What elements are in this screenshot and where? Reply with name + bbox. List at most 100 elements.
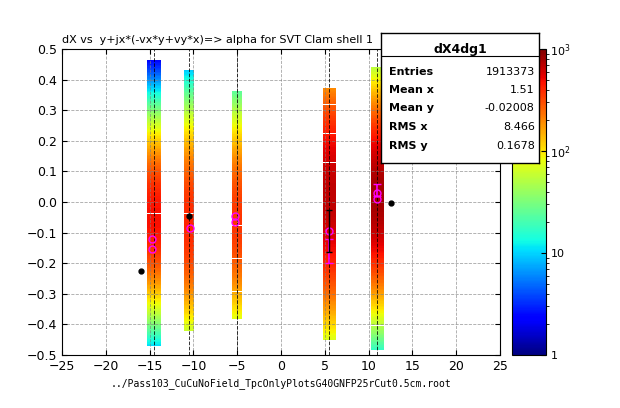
Bar <box>371 283 384 284</box>
Bar <box>322 251 336 252</box>
Bar <box>322 135 336 136</box>
Bar <box>148 131 161 132</box>
Bar <box>148 292 161 294</box>
Bar <box>322 161 336 162</box>
Bar <box>371 248 384 249</box>
Bar <box>371 323 384 324</box>
Bar <box>148 201 161 202</box>
Bar <box>184 238 194 239</box>
Bar <box>148 198 161 199</box>
Bar <box>322 272 336 273</box>
Bar <box>232 149 242 151</box>
Bar <box>184 203 194 204</box>
Bar <box>232 286 242 287</box>
Bar <box>184 133 194 134</box>
Bar <box>184 315 194 317</box>
Bar <box>322 288 336 290</box>
Bar <box>148 271 161 272</box>
Bar <box>371 226 384 228</box>
Bar <box>232 222 242 223</box>
Bar <box>184 222 194 223</box>
Bar <box>148 106 161 108</box>
Bar <box>371 160 384 162</box>
Bar <box>322 220 336 222</box>
Bar <box>232 160 242 161</box>
Bar <box>322 113 336 115</box>
Bar <box>371 327 384 328</box>
Bar <box>184 229 194 231</box>
Bar <box>371 71 384 72</box>
Bar <box>371 337 384 338</box>
Bar <box>232 163 242 164</box>
Bar <box>232 188 242 189</box>
Bar <box>232 193 242 194</box>
Bar <box>232 140 242 141</box>
Bar <box>371 297 384 299</box>
Bar <box>371 347 384 348</box>
Bar <box>184 219 194 220</box>
Bar <box>371 313 384 314</box>
Bar <box>322 188 336 189</box>
Bar <box>371 149 384 150</box>
Bar <box>322 238 336 239</box>
Bar <box>371 67 384 68</box>
Bar <box>322 146 336 147</box>
Bar <box>371 153 384 154</box>
Bar <box>184 96 194 97</box>
Bar <box>232 251 242 252</box>
Bar <box>184 105 194 106</box>
Bar <box>184 224 194 225</box>
Bar <box>322 208 336 209</box>
Bar <box>148 151 161 152</box>
Bar <box>148 265 161 266</box>
Bar <box>148 218 161 219</box>
Bar <box>371 286 384 287</box>
Bar <box>148 89 161 91</box>
Bar <box>232 295 242 296</box>
Bar <box>371 93 384 95</box>
Bar <box>184 171 194 172</box>
Bar <box>184 255 194 257</box>
Bar <box>184 121 194 122</box>
Bar <box>184 85 194 87</box>
Bar <box>371 249 384 251</box>
Bar <box>184 157 194 159</box>
Bar <box>232 217 242 219</box>
Bar <box>184 259 194 261</box>
Bar <box>148 133 161 135</box>
Text: 0.1678: 0.1678 <box>496 141 534 151</box>
Bar <box>371 157 384 159</box>
Bar <box>322 323 336 324</box>
Bar <box>232 305 242 306</box>
Bar <box>322 145 336 146</box>
Bar <box>322 93 336 94</box>
Bar <box>232 254 242 255</box>
Bar <box>322 333 336 334</box>
Bar <box>371 139 384 140</box>
Bar <box>184 328 194 330</box>
Bar <box>232 157 242 158</box>
Bar <box>232 135 242 137</box>
Bar <box>371 328 384 330</box>
Bar <box>148 232 161 233</box>
Bar <box>232 259 242 261</box>
Bar <box>371 143 384 144</box>
Bar <box>322 300 336 301</box>
Bar <box>184 130 194 131</box>
Bar <box>184 159 194 160</box>
Bar <box>322 120 336 121</box>
Bar <box>232 165 242 166</box>
Bar <box>184 200 194 202</box>
Bar <box>322 171 336 173</box>
Bar <box>184 283 194 284</box>
Bar <box>322 305 336 306</box>
Bar <box>232 156 242 157</box>
Bar <box>371 77 384 78</box>
Bar <box>322 306 336 308</box>
Bar <box>322 155 336 156</box>
Bar <box>148 88 161 89</box>
Bar <box>371 146 384 147</box>
Bar <box>371 164 384 166</box>
Bar <box>371 123 384 124</box>
X-axis label: ../Pass103_CuCuNoField_TpcOnlyPlotsG40GNFP25rCut0.5cm.root: ../Pass103_CuCuNoField_TpcOnlyPlotsG40GN… <box>111 378 451 389</box>
